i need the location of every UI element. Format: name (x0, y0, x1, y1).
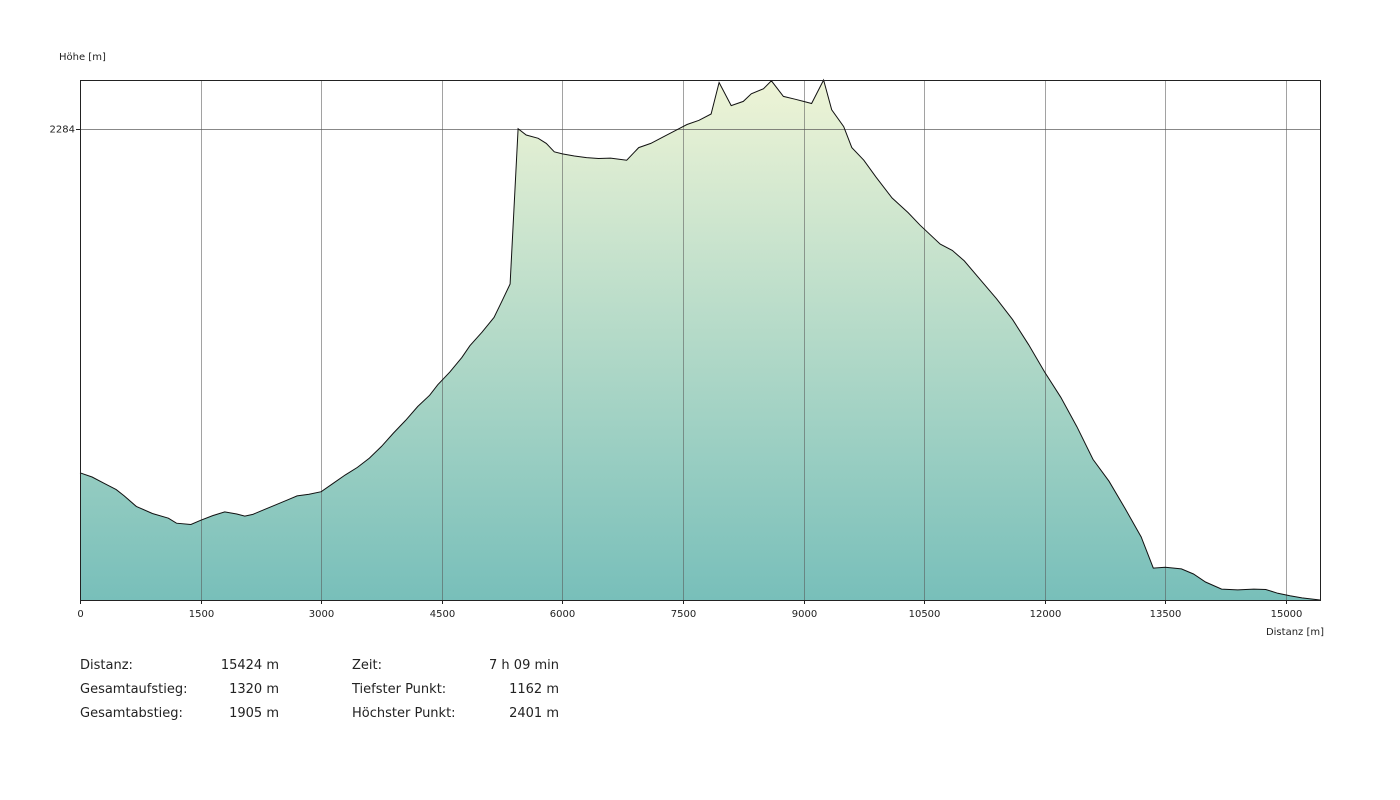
x-tick-label: 1500 (189, 609, 214, 620)
x-tick-label: 10500 (909, 609, 941, 620)
plot-border (80, 80, 1321, 601)
time-value: 7 h 09 min (489, 658, 559, 673)
x-tick-label: 3000 (309, 609, 334, 620)
ascent-value: 1320 m (229, 682, 279, 697)
descent-label: Gesamtabstieg: (80, 706, 183, 721)
x-axis-ticks: 0 1500 3000 4500 6000 7500 9000 10500 12000 13500… (77, 600, 1302, 620)
highest-value: 2401 m (509, 706, 559, 721)
x-tick-label: 13500 (1150, 609, 1182, 620)
descent-value: 1905 m (229, 706, 279, 721)
lowest-label: Tiefster Punkt: (352, 682, 447, 697)
ascent-label: Gesamtaufstieg: (80, 682, 188, 697)
x-tick-label: 4500 (430, 609, 455, 620)
x-tick-label: 0 (77, 609, 83, 620)
elevation-profile-chart: Höhe [m] Distanz [m] 0 1500 3000 4500 6000 75… (50, 52, 1325, 638)
elevation-area (80, 80, 1320, 600)
x-tick-label: 7500 (671, 609, 696, 620)
y-axis-label: Höhe [m] (59, 52, 106, 63)
lowest-value: 1162 m (509, 682, 559, 697)
distance-label: Distanz: (80, 658, 133, 673)
x-tick-label: 12000 (1030, 609, 1062, 620)
x-tick-label: 9000 (792, 609, 817, 620)
y-tick-label: 2284 (50, 125, 75, 136)
x-tick-label: 6000 (550, 609, 575, 620)
y-axis-ticks: 2284 (50, 125, 80, 136)
elevation-line (79, 78, 1321, 601)
x-tick-label: 15000 (1271, 609, 1303, 620)
grid-lines (80, 80, 1320, 600)
time-label: Zeit: (352, 658, 382, 673)
x-axis-label: Distanz [m] (1266, 627, 1324, 638)
distance-value: 15424 m (220, 658, 279, 673)
highest-label: Höchster Punkt: (352, 706, 456, 721)
